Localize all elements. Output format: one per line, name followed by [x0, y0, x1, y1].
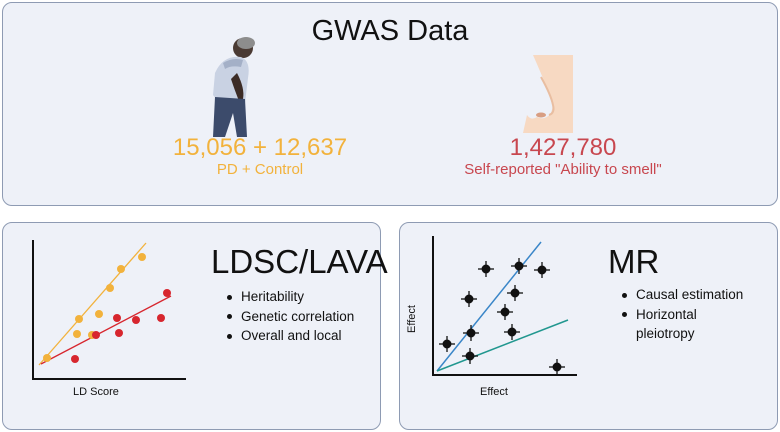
mr-y-axis-label: Effect [405, 305, 418, 333]
pd-label: PD + Control [216, 161, 304, 178]
mr-point [549, 359, 565, 375]
mr-point [504, 324, 520, 340]
ldsc-orange-point [95, 310, 103, 318]
ldsc-orange-point [138, 253, 146, 261]
ldsc-red-point [163, 289, 171, 297]
mr-point [461, 291, 477, 307]
ldsc-bullet-item: Overall and local [225, 326, 354, 346]
mr-bullet-item-continued: pleiotropy [636, 326, 695, 341]
smell-sample-count: 1,427,780 [509, 134, 617, 161]
mr-blue-line [436, 241, 542, 372]
mr-panel: Effect Effect MR Causal estimation Horiz… [399, 222, 778, 430]
gwas-title: GWAS Data [311, 15, 469, 47]
nose-icon [523, 55, 573, 133]
mr-bullet-item: Causal estimation [620, 285, 743, 305]
mr-x-axis-label: Effect [480, 386, 508, 398]
ldsc-lava-panel: LD Score LDSC/LAVA Heritability Genetic … [2, 222, 388, 430]
ldsc-red-point [113, 314, 121, 322]
ldsc-title: LDSC/LAVA [211, 243, 388, 280]
mr-bullet-item: Horizontal [620, 305, 743, 325]
mr-point [534, 262, 550, 278]
ldsc-red-point [157, 314, 165, 322]
ldsc-orange-point [106, 284, 114, 292]
ldsc-orange-point [43, 354, 51, 362]
mr-scatter-plot [432, 236, 577, 376]
gwas-data-panel: GWAS Data 15,056 + 12,637 PD + Control 1… [2, 2, 778, 206]
mr-bullet-list: Causal estimation Horizontal pleiotropy [620, 285, 743, 344]
ldsc-red-regression-line [40, 295, 172, 365]
mr-point [507, 285, 523, 301]
mr-point [462, 348, 478, 364]
ldsc-bullet-list: Heritability Genetic correlation Overall… [225, 287, 354, 346]
mr-teal-line [436, 319, 569, 372]
mr-point [497, 304, 513, 320]
pd-sample-count: 15,056 + 12,637 [172, 134, 348, 161]
ldsc-bullet-item: Genetic correlation [225, 307, 354, 327]
elderly-person-icon [213, 37, 255, 137]
mr-point [511, 258, 527, 274]
ldsc-red-point [71, 355, 79, 363]
ldsc-red-point [92, 331, 100, 339]
mr-title: MR [608, 243, 660, 280]
ldsc-orange-point [117, 265, 125, 273]
mr-point [478, 261, 494, 277]
ldsc-orange-regression-line [38, 242, 147, 366]
ldsc-bullet-item: Heritability [225, 287, 354, 307]
mr-point [439, 336, 455, 352]
mr-point [463, 325, 479, 341]
ldsc-orange-point [73, 330, 81, 338]
ldsc-red-point [115, 329, 123, 337]
smell-label: Self-reported "Ability to smell" [464, 161, 662, 178]
ldsc-red-point [132, 316, 140, 324]
ldsc-scatter-plot [32, 240, 186, 380]
ldsc-x-axis-label: LD Score [73, 386, 119, 398]
ldsc-orange-point [75, 315, 83, 323]
